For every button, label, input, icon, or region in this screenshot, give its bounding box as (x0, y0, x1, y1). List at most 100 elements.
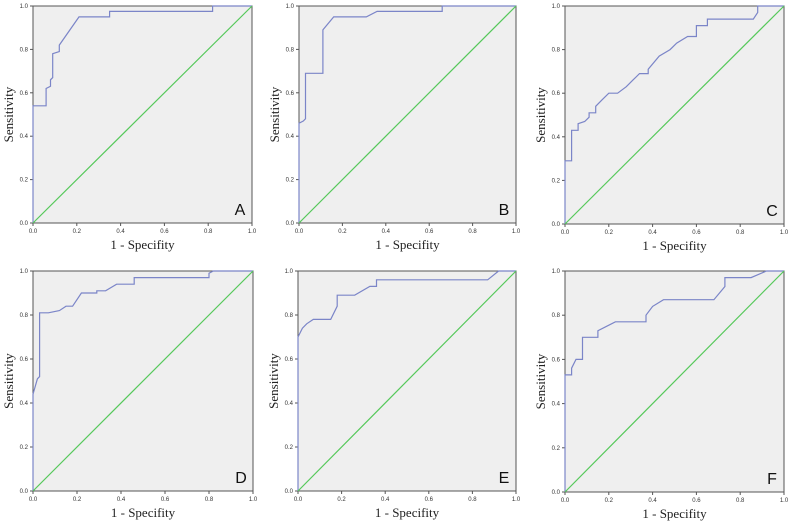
roc-panel-d: 0.0 0.2 0.4 0.6 0.8 1.0 0.0 0.2 0.4 0.6 0.8 1.0 1 - … (1, 269, 258, 520)
panel-label: F (767, 471, 777, 488)
x-tick-label: 0.2 (338, 229, 347, 235)
y-tick-label: 0.8 (552, 48, 561, 54)
y-tick-label: 0.6 (285, 357, 294, 363)
panel-label: D (235, 470, 247, 487)
x-tick-label: 1.0 (512, 229, 521, 235)
x-tick-label: 0.2 (73, 497, 82, 503)
roc-panel-b: 0.0 0.2 0.4 0.6 0.8 1.0 0.0 0.2 0.4 0.6 0.8 1.0 1 - … (267, 4, 521, 252)
x-tick-label: 0.2 (337, 497, 346, 503)
roc-panel-a: 0.0 0.2 0.4 0.6 0.8 1.0 0.0 0.2 0.4 0.6 0.8 1.0 1 - … (1, 4, 257, 252)
x-tick-label: 0.4 (116, 229, 125, 235)
x-tick-label: 0.4 (117, 497, 126, 503)
y-axis-label: Sensitivity (1, 86, 16, 142)
x-tick-label: 0.6 (160, 229, 169, 235)
x-tick-label: 0.4 (382, 229, 391, 235)
y-tick-label: 0.4 (20, 134, 29, 140)
roc-panel-c: 0.0 0.2 0.4 0.6 0.8 1.0 0.0 0.2 0.4 0.6 0.8 1.0 1 - … (533, 4, 789, 253)
y-tick-label: 0.8 (286, 47, 295, 53)
x-tick-label: 0.0 (29, 497, 38, 503)
x-tick-label: 0.0 (561, 498, 570, 504)
y-tick-label: 1.0 (286, 4, 295, 10)
reference-line (564, 5, 785, 225)
x-tick-label: 0.6 (425, 229, 434, 235)
y-tick-label: 0.4 (552, 402, 561, 408)
x-tick-label: 0.4 (381, 497, 390, 503)
y-tick-label: 1.0 (20, 4, 29, 10)
panel-label: B (499, 202, 510, 219)
y-axis-label: Sensitivity (533, 87, 548, 143)
roc-curve (32, 270, 253, 491)
roc-panel-e: 0.0 0.2 0.4 0.6 0.8 1.0 0.0 0.2 0.4 0.6 0.8 1.0 1 - … (266, 269, 521, 520)
x-tick-label: 0.6 (161, 497, 170, 503)
y-tick-label: 0.0 (20, 221, 29, 227)
y-tick-label: 0.8 (552, 313, 561, 319)
x-tick-label: 0.8 (204, 229, 213, 235)
y-tick-label: 0.2 (20, 178, 29, 184)
y-tick-label: 0.6 (552, 91, 561, 97)
x-tick-label: 1.0 (248, 229, 257, 235)
x-tick-label: 0.0 (294, 497, 303, 503)
y-tick-label: 0.4 (286, 134, 295, 140)
roc-curve (297, 270, 516, 491)
panel-label: A (235, 202, 246, 219)
x-tick-label: 1.0 (249, 497, 258, 503)
x-tick-label: 0.0 (29, 229, 38, 235)
x-tick-label: 0.2 (73, 229, 82, 235)
x-axis-label: 1 - Specifity (642, 506, 707, 521)
y-tick-label: 0.0 (286, 221, 295, 227)
y-tick-label: 0.6 (286, 91, 295, 97)
x-tick-label: 0.6 (692, 498, 701, 504)
y-tick-label: 0.0 (552, 490, 561, 496)
y-tick-label: 0.0 (20, 489, 29, 495)
y-tick-label: 0.6 (20, 357, 29, 363)
y-axis-label: Sensitivity (533, 353, 548, 409)
y-tick-label: 0.8 (20, 47, 29, 53)
x-axis-label: 1 - Specifity (110, 237, 175, 252)
x-tick-label: 0.2 (605, 230, 614, 236)
y-tick-label: 1.0 (285, 269, 294, 275)
panel-label: C (766, 203, 778, 220)
reference-line (32, 5, 253, 224)
x-axis-label: 1 - Specifity (642, 238, 707, 253)
x-tick-label: 0.2 (605, 498, 614, 504)
x-tick-label: 0.8 (736, 230, 745, 236)
x-tick-label: 0.4 (648, 498, 657, 504)
x-tick-label: 0.6 (692, 230, 701, 236)
y-tick-label: 0.8 (20, 313, 29, 319)
x-tick-label: 1.0 (780, 230, 789, 236)
x-tick-label: 0.0 (295, 229, 304, 235)
y-tick-label: 0.0 (285, 489, 294, 495)
roc-curve (32, 5, 252, 223)
x-axis-label: 1 - Specifity (375, 505, 440, 520)
y-tick-label: 0.6 (20, 91, 29, 97)
x-tick-label: 1.0 (780, 498, 789, 504)
y-tick-label: 0.0 (552, 222, 561, 228)
x-tick-label: 0.8 (205, 497, 214, 503)
x-tick-label: 0.8 (468, 229, 477, 235)
x-axis-label: 1 - Specifity (111, 505, 176, 520)
y-axis-label: Sensitivity (1, 353, 16, 409)
reference-line (297, 270, 517, 492)
x-tick-label: 0.8 (736, 498, 745, 504)
reference-line (32, 270, 254, 492)
x-axis-label: 1 - Specifity (375, 237, 440, 252)
roc-curve (564, 5, 784, 224)
y-tick-label: 0.6 (552, 357, 561, 363)
y-tick-label: 0.4 (552, 135, 561, 141)
y-tick-label: 0.2 (286, 178, 295, 184)
y-tick-label: 0.2 (285, 445, 294, 451)
y-tick-label: 0.2 (552, 178, 561, 184)
x-tick-label: 0.6 (425, 497, 434, 503)
reference-line (298, 5, 517, 224)
roc-panel-f: 0.0 0.2 0.4 0.6 0.8 1.0 0.0 0.2 0.4 0.6 0.8 1.0 1 - … (533, 269, 789, 521)
y-axis-label: Sensitivity (266, 353, 281, 409)
panel-label: E (499, 470, 510, 487)
y-tick-label: 0.4 (285, 401, 294, 407)
x-tick-label: 0.8 (468, 497, 477, 503)
roc-curve (298, 5, 516, 223)
y-tick-label: 0.2 (20, 445, 29, 451)
y-tick-label: 0.8 (285, 313, 294, 319)
x-tick-label: 0.4 (648, 230, 657, 236)
x-tick-label: 1.0 (512, 497, 521, 503)
